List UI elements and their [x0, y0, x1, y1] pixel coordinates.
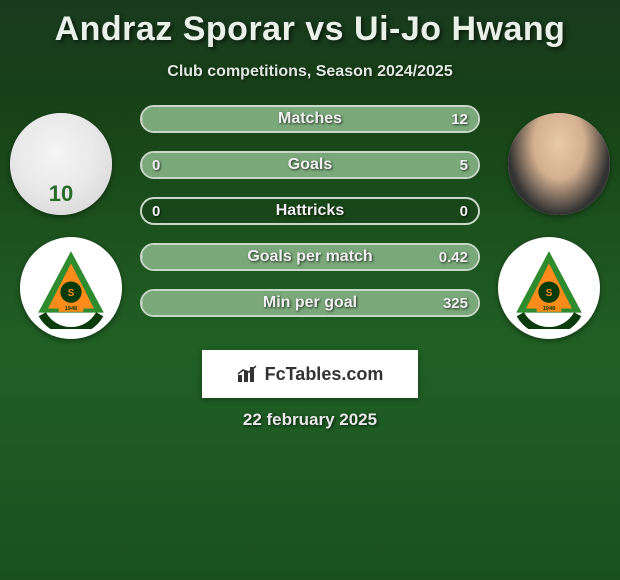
watermark-text: FcTables.com — [265, 364, 384, 385]
player-left-avatar — [10, 113, 112, 215]
bar-value-right: 0.42 — [439, 245, 468, 269]
bar-fill-right — [142, 291, 478, 315]
page-title: Andraz Sporar vs Ui-Jo Hwang — [0, 0, 620, 49]
bar-fill-right — [142, 245, 478, 269]
stat-bar: 325Min per goal — [140, 289, 480, 317]
comparison-card: Andraz Sporar vs Ui-Jo Hwang Club compet… — [0, 0, 620, 580]
svg-text:1948: 1948 — [543, 306, 557, 312]
club-right-badge: S 1948 Alanyaspor — [498, 237, 600, 339]
page-subtitle: Club competitions, Season 2024/2025 — [0, 63, 620, 81]
stat-bar: 12Matches — [140, 105, 480, 133]
club-crest-icon: S 1948 Alanyaspor — [508, 247, 590, 329]
watermark: FcTables.com — [202, 350, 418, 398]
stat-bar: 0.42Goals per match — [140, 243, 480, 271]
stats-bars: 12Matches05Goals00Hattricks0.42Goals per… — [140, 105, 480, 335]
avatar-placeholder-icon — [508, 113, 610, 215]
svg-text:S: S — [68, 288, 75, 299]
bar-value-right: 12 — [451, 107, 468, 131]
bar-fill-right — [142, 107, 478, 131]
stat-bar: 0 0Hattricks — [140, 197, 480, 225]
svg-text:Alanyaspor: Alanyaspor — [533, 317, 565, 323]
bar-value-left: 0 — [152, 153, 160, 177]
stat-bar: 05Goals — [140, 151, 480, 179]
bar-fill-right — [142, 153, 478, 177]
bar-label: Hattricks — [142, 199, 478, 223]
bar-value-right: 5 — [460, 153, 468, 177]
chart-icon — [237, 365, 259, 383]
player-right-avatar — [508, 113, 610, 215]
club-left-badge: S 1948 Alanyaspor — [20, 237, 122, 339]
date-label: 22 february 2025 — [0, 410, 620, 430]
svg-text:S: S — [546, 288, 553, 299]
bar-value-right: 0 — [460, 199, 468, 223]
bar-value-right: 325 — [443, 291, 468, 315]
bar-value-left: 0 — [152, 199, 160, 223]
svg-text:Alanyaspor: Alanyaspor — [55, 317, 87, 323]
svg-text:1948: 1948 — [65, 306, 79, 312]
club-crest-icon: S 1948 Alanyaspor — [30, 247, 112, 329]
avatar-placeholder-icon — [10, 113, 112, 215]
